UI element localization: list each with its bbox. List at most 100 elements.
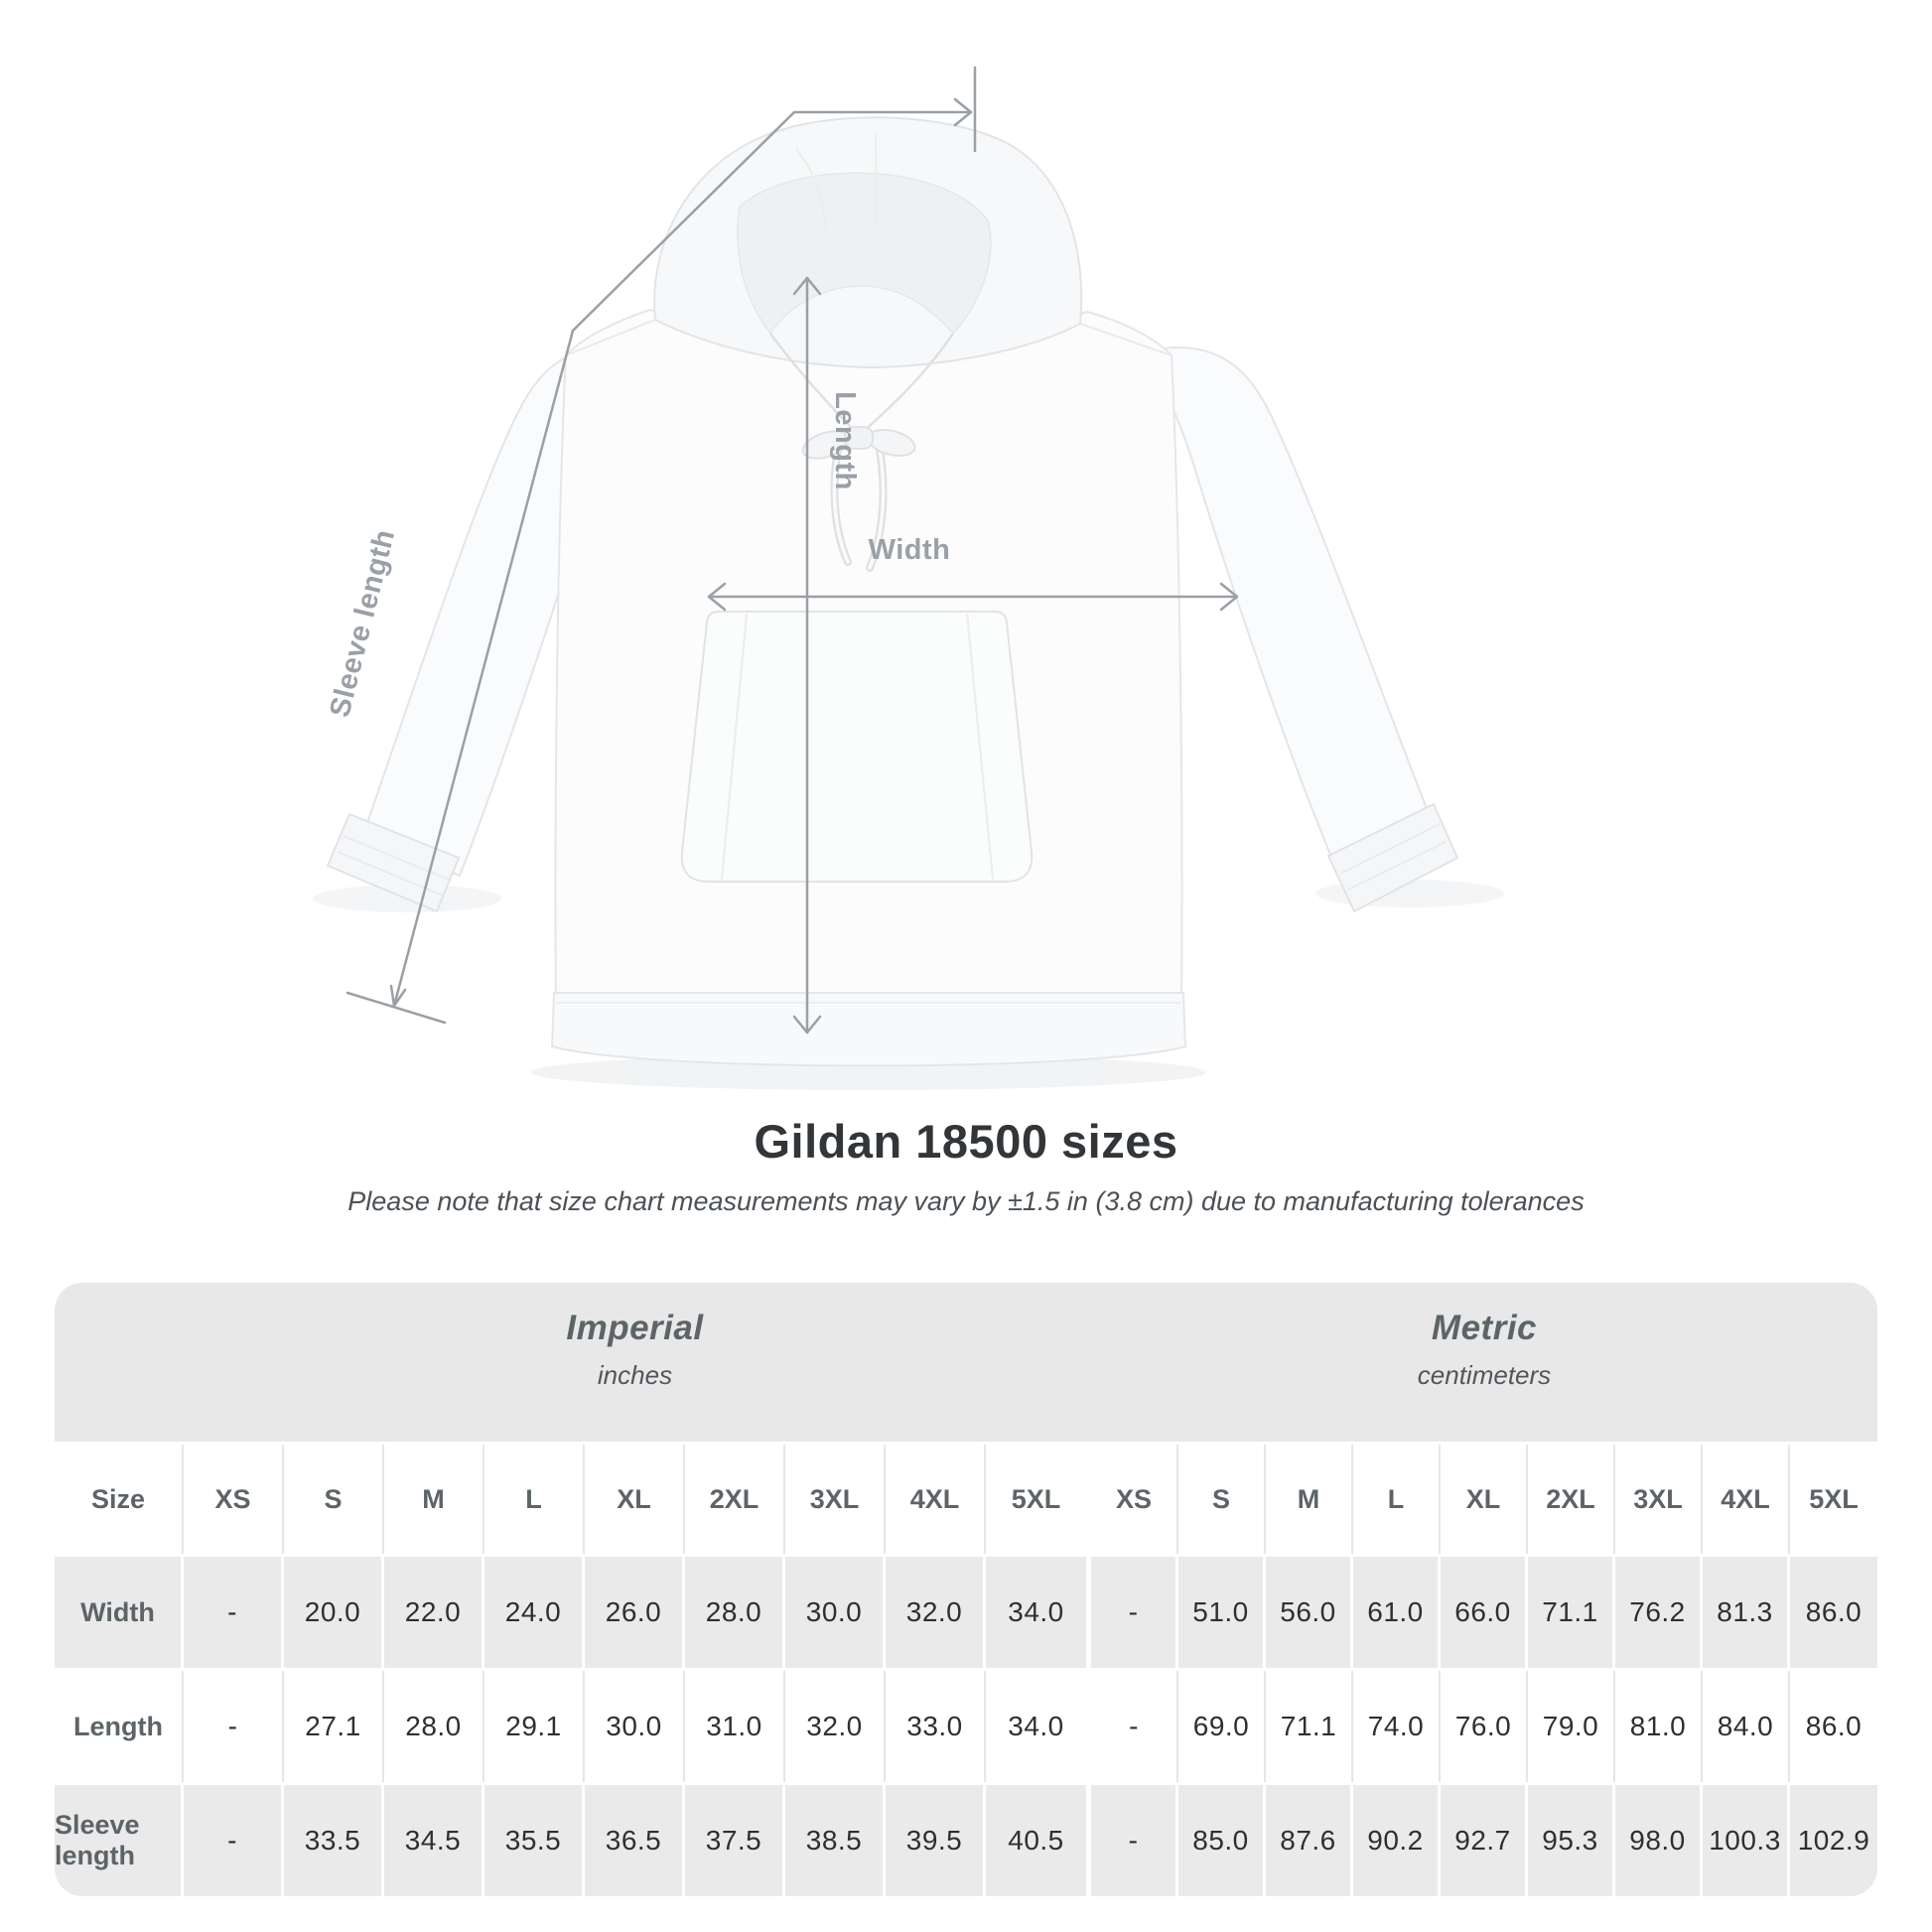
value-cell-imperial: 27.1	[284, 1671, 384, 1782]
size-col-header-metric: XS	[1091, 1445, 1178, 1554]
value-cell-imperial: 33.0	[886, 1671, 986, 1782]
imperial-unit: inches	[597, 1359, 673, 1390]
size-col-header-metric: 2XL	[1528, 1445, 1615, 1554]
row-label: Width	[55, 1557, 184, 1668]
hoodie-illustration	[313, 116, 1504, 1090]
value-cell-imperial: 26.0	[585, 1557, 685, 1668]
value-cell-imperial: 28.0	[685, 1557, 785, 1668]
value-cell-imperial: 32.0	[785, 1671, 886, 1782]
value-cell-imperial: -	[184, 1557, 284, 1668]
size-header-label: Size	[55, 1445, 184, 1554]
size-col-header-metric: M	[1266, 1445, 1353, 1554]
value-cell-imperial: 28.0	[384, 1671, 484, 1782]
value-cell-imperial: 34.0	[986, 1557, 1086, 1668]
value-cell-metric: 66.0	[1441, 1557, 1528, 1668]
width-measure-label: Width	[869, 534, 951, 566]
sleeve-length-line	[392, 110, 973, 1008]
value-cell-metric: 84.0	[1703, 1671, 1790, 1782]
value-cell-metric: 81.0	[1615, 1671, 1703, 1782]
imperial-header: Imperial inches	[184, 1283, 1086, 1442]
width-arrowhead-left	[707, 582, 727, 612]
row-label: Length	[55, 1671, 184, 1782]
sleeve-arrowhead-top	[953, 97, 973, 127]
value-cell-imperial: 36.5	[585, 1785, 685, 1896]
value-cell-imperial: -	[184, 1671, 284, 1782]
metric-header: Metric centimeters	[1091, 1283, 1877, 1442]
value-cell-metric: 76.2	[1615, 1557, 1703, 1668]
value-cell-metric: 92.7	[1441, 1785, 1528, 1896]
value-cell-imperial: 22.0	[384, 1557, 484, 1668]
value-cell-metric: -	[1091, 1671, 1178, 1782]
length-measure-label: Length	[829, 391, 861, 490]
size-col-header-imperial: XS	[184, 1445, 284, 1554]
size-table: Imperial inches Metric centimeters Size X…	[55, 1283, 1877, 1896]
value-cell-metric: 86.0	[1790, 1671, 1877, 1782]
value-cell-metric: 74.0	[1353, 1671, 1441, 1782]
size-col-header-imperial: M	[384, 1445, 484, 1554]
row-label: Sleeve length	[55, 1785, 184, 1896]
value-cell-metric: 95.3	[1528, 1785, 1615, 1896]
size-col-header-imperial: 2XL	[685, 1445, 785, 1554]
value-cell-imperial: 40.5	[986, 1785, 1086, 1896]
value-cell-imperial: 34.0	[986, 1671, 1086, 1782]
size-col-header-imperial: S	[284, 1445, 384, 1554]
value-cell-metric: 85.0	[1178, 1785, 1266, 1896]
value-cell-metric: 86.0	[1790, 1557, 1877, 1668]
units-header-band: Imperial inches Metric centimeters	[55, 1283, 1877, 1442]
value-cell-metric: 98.0	[1615, 1785, 1703, 1896]
size-col-header-metric: 3XL	[1615, 1445, 1703, 1554]
value-cell-metric: 51.0	[1178, 1557, 1266, 1668]
value-cell-imperial: 34.5	[384, 1785, 484, 1896]
page-subtitle: Please note that size chart measurements…	[347, 1186, 1585, 1216]
size-col-header-metric: XL	[1441, 1445, 1528, 1554]
value-cell-imperial: 24.0	[484, 1557, 585, 1668]
value-cell-metric: -	[1091, 1785, 1178, 1896]
metric-title: Metric	[1431, 1308, 1538, 1347]
length-arrowhead-bottom	[792, 1015, 822, 1035]
value-cell-metric: 79.0	[1528, 1671, 1615, 1782]
value-cell-imperial: 37.5	[685, 1785, 785, 1896]
value-cell-imperial: 29.1	[484, 1671, 585, 1782]
value-cell-metric: 87.6	[1266, 1785, 1353, 1896]
value-cell-imperial: 20.0	[284, 1557, 384, 1668]
value-cell-metric: 56.0	[1266, 1557, 1353, 1668]
sleeve-length-measure-label: Sleeve length	[324, 526, 401, 720]
value-cell-metric: 76.0	[1441, 1671, 1528, 1782]
size-col-header-metric: 5XL	[1790, 1445, 1877, 1554]
size-col-header-imperial: 4XL	[886, 1445, 986, 1554]
size-col-header-imperial: XL	[585, 1445, 685, 1554]
value-cell-imperial: 39.5	[886, 1785, 986, 1896]
size-col-header-metric: L	[1353, 1445, 1441, 1554]
heading: Gildan 18500 sizes Please note that size…	[0, 1114, 1932, 1217]
value-cell-metric: 90.2	[1353, 1785, 1441, 1896]
value-cell-imperial: 38.5	[785, 1785, 886, 1896]
value-cell-metric: 71.1	[1528, 1557, 1615, 1668]
value-cell-metric: -	[1091, 1557, 1178, 1668]
value-cell-imperial: 35.5	[484, 1785, 585, 1896]
value-cell-metric: 69.0	[1178, 1671, 1266, 1782]
value-cell-imperial: -	[184, 1785, 284, 1896]
size-col-header-imperial: L	[484, 1445, 585, 1554]
size-col-header-imperial: 5XL	[986, 1445, 1086, 1554]
value-cell-imperial: 32.0	[886, 1557, 986, 1668]
value-cell-metric: 100.3	[1703, 1785, 1790, 1896]
size-col-header-metric: 4XL	[1703, 1445, 1790, 1554]
value-cell-metric: 61.0	[1353, 1557, 1441, 1668]
value-cell-metric: 102.9	[1790, 1785, 1877, 1896]
size-col-header-metric: S	[1178, 1445, 1266, 1554]
length-arrowhead-top	[792, 276, 822, 296]
size-col-header-imperial: 3XL	[785, 1445, 886, 1554]
sleeve-start-tick	[345, 991, 447, 1025]
imperial-title: Imperial	[566, 1308, 704, 1347]
hoodie-size-diagram: Length Width Sleeve length	[313, 66, 1504, 1090]
width-arrowhead-right	[1219, 582, 1239, 612]
page-title: Gildan 18500 sizes	[754, 1115, 1178, 1168]
value-cell-imperial: 31.0	[685, 1671, 785, 1782]
value-cell-imperial: 30.0	[785, 1557, 886, 1668]
sleeve-arrowhead-bottom	[389, 984, 407, 1008]
metric-unit: centimeters	[1417, 1359, 1552, 1390]
value-cell-metric: 81.3	[1703, 1557, 1790, 1668]
value-cell-imperial: 30.0	[585, 1671, 685, 1782]
value-cell-imperial: 33.5	[284, 1785, 384, 1896]
